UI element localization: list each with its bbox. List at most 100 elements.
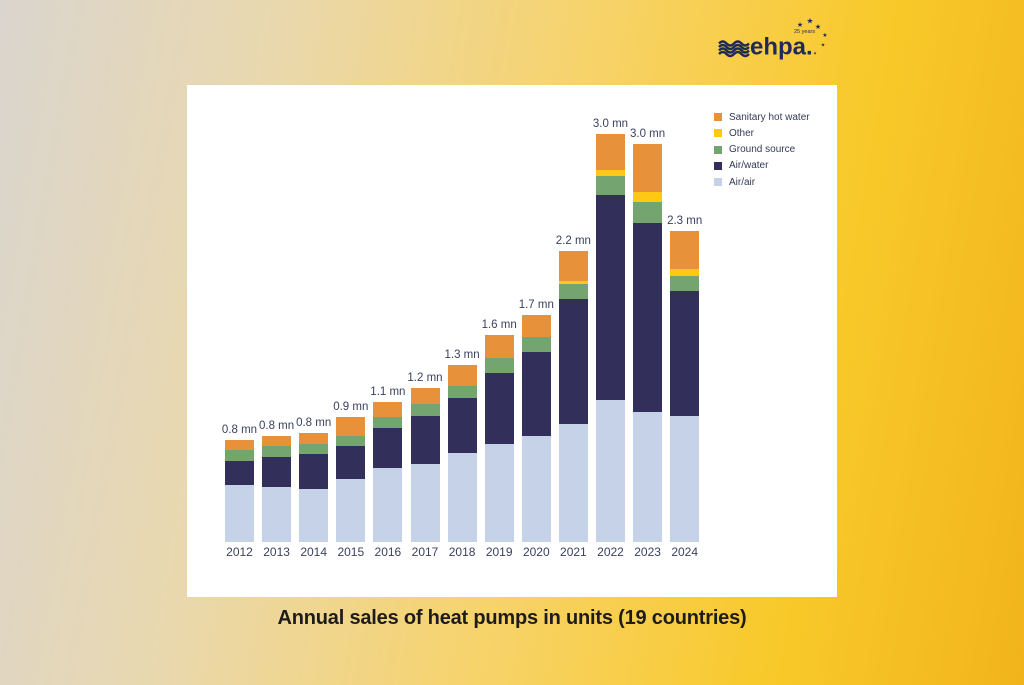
x-axis-label-2021: 2021 bbox=[560, 545, 587, 559]
bar-segment-2013-air-water bbox=[262, 456, 292, 488]
chart-legend: Sanitary hot water Other Ground source Air/… bbox=[714, 111, 810, 192]
bar-segment-2016-air-water bbox=[373, 427, 403, 468]
x-axis-label-2012: 2012 bbox=[226, 545, 253, 559]
bar-segment-2014-air-water bbox=[299, 454, 329, 489]
legend-swatch bbox=[714, 161, 722, 170]
bar-segment-2019-sanitary-hot-water bbox=[484, 334, 514, 359]
svg-text:★: ★ bbox=[813, 51, 817, 56]
svg-text:★: ★ bbox=[822, 32, 827, 39]
bar-total-label-2012: 0.8 mn bbox=[221, 423, 258, 436]
bar-segment-2021-other bbox=[558, 281, 588, 284]
bar-total-label-2022: 3.0 mn bbox=[592, 117, 629, 130]
logo-anniversary-text: 25 years bbox=[794, 29, 815, 35]
x-axis-label-2019: 2019 bbox=[485, 545, 513, 559]
bar-segment-2017-air-air bbox=[410, 463, 440, 542]
legend-item: Air/air bbox=[714, 176, 810, 188]
x-axis-label-2015: 2015 bbox=[337, 545, 365, 559]
x-axis-label-2013: 2013 bbox=[263, 545, 290, 559]
bar-segment-2020-air-water bbox=[521, 351, 551, 436]
bar-segment-2015-ground-source bbox=[336, 435, 366, 447]
bar-segment-2017-air-water bbox=[410, 415, 440, 464]
bar-segment-2024-sanitary-hot-water bbox=[670, 230, 700, 270]
bar-segment-2012-air-water bbox=[225, 460, 254, 485]
x-axis-label-2023: 2023 bbox=[634, 545, 661, 559]
bar-segment-2014-sanitary-hot-water bbox=[299, 432, 329, 444]
legend-item: Ground source bbox=[714, 144, 810, 156]
legend-swatch bbox=[714, 178, 722, 187]
svg-text:★: ★ bbox=[815, 23, 821, 31]
x-axis-label-2016: 2016 bbox=[374, 545, 402, 559]
bar-total-label-2015: 0.9 mn bbox=[333, 400, 369, 413]
bar-segment-2022-air-water bbox=[596, 194, 625, 400]
bar-segment-2015-sanitary-hot-water bbox=[336, 416, 366, 436]
bar-segment-2021-sanitary-hot-water bbox=[558, 250, 588, 282]
bar-segment-2024-air-air bbox=[670, 415, 700, 542]
x-axis-label-2018: 2018 bbox=[448, 545, 476, 559]
bar-segment-2021-air-air bbox=[558, 423, 588, 542]
bar-segment-2023-air-air bbox=[633, 411, 663, 542]
legend-label: Sanitary hot water bbox=[729, 111, 810, 123]
x-axis-label-2014: 2014 bbox=[300, 545, 328, 559]
bar-segment-2016-sanitary-hot-water bbox=[373, 402, 403, 417]
bar-segment-2020-sanitary-hot-water bbox=[521, 314, 551, 338]
bar-segment-2018-air-water bbox=[447, 398, 477, 453]
chart-panel: 0.8 mn 2012 0.8 mn 2013 0.8 mn 2014 0.9 mn 2015… bbox=[187, 85, 837, 597]
bar-total-label-2021: 2.2 mn bbox=[555, 234, 591, 247]
bar-segment-2021-air-water bbox=[558, 298, 588, 424]
bar-segment-2017-sanitary-hot-water bbox=[410, 387, 440, 404]
bar-segment-2014-ground-source bbox=[299, 443, 329, 455]
bar-segment-2022-sanitary-hot-water bbox=[596, 133, 625, 170]
logo-brand-text: ehpa. bbox=[750, 34, 813, 61]
bar-segment-2023-sanitary-hot-water bbox=[633, 144, 663, 193]
legend-item: Other bbox=[714, 127, 810, 139]
bar-segment-2013-ground-source bbox=[262, 446, 292, 457]
bar-segment-2015-air-water bbox=[336, 446, 366, 480]
bar-segment-2016-ground-source bbox=[373, 416, 403, 428]
bar-segment-2022-air-air bbox=[596, 399, 625, 542]
bar-segment-2016-air-air bbox=[373, 467, 403, 542]
legend-label: Ground source bbox=[729, 144, 796, 156]
bar-total-label-2018: 1.3 mn bbox=[444, 349, 480, 362]
waves-icon bbox=[718, 40, 750, 58]
bar-total-label-2017: 1.2 mn bbox=[407, 371, 443, 384]
bar-total-label-2024: 2.3 mn bbox=[667, 214, 703, 227]
chart-title: Annual sales of heat pumps in units (19 … bbox=[277, 607, 747, 629]
legend-swatch bbox=[714, 145, 722, 154]
bar-total-label-2014: 0.8 mn bbox=[296, 416, 332, 429]
bar-segment-2014-air-air bbox=[299, 488, 329, 542]
ehpa-logo: ehpa. 25 years ★ ★ ★ ★ ★ ★ bbox=[718, 17, 828, 61]
bar-segment-2018-sanitary-hot-water bbox=[447, 365, 477, 387]
bar-segment-2024-ground-source bbox=[670, 276, 700, 291]
bar-segment-2023-ground-source bbox=[633, 201, 663, 223]
x-axis-label-2017: 2017 bbox=[411, 545, 439, 559]
x-axis-label-2024: 2024 bbox=[671, 545, 699, 559]
bar-segment-2019-air-air bbox=[484, 443, 514, 542]
bar-segment-2020-ground-source bbox=[521, 337, 551, 352]
bar-segment-2019-air-water bbox=[484, 373, 514, 444]
bar-segment-2024-other bbox=[670, 269, 700, 276]
x-axis-label-2020: 2020 bbox=[522, 545, 550, 559]
bar-segment-2023-other bbox=[633, 192, 663, 202]
bar-segment-2019-ground-source bbox=[484, 358, 514, 374]
bar-segment-2013-air-air bbox=[262, 487, 292, 542]
bar-segment-2018-ground-source bbox=[447, 386, 477, 399]
bar-segment-2023-air-water bbox=[633, 222, 663, 412]
x-axis-label-2022: 2022 bbox=[597, 545, 624, 559]
bar-segment-2024-air-water bbox=[670, 290, 700, 416]
bar-total-label-2020: 1.7 mn bbox=[518, 298, 554, 311]
bar-segment-2022-other bbox=[596, 169, 625, 177]
bar-segment-2015-air-air bbox=[336, 479, 366, 542]
bar-segment-2013-sanitary-hot-water bbox=[262, 435, 292, 447]
bar-segment-2021-ground-source bbox=[558, 283, 588, 299]
bar-segment-2012-air-air bbox=[225, 484, 254, 542]
bar-segment-2012-ground-source bbox=[225, 450, 254, 461]
svg-text:★: ★ bbox=[806, 17, 813, 26]
svg-text:★: ★ bbox=[821, 43, 826, 49]
bar-segment-2020-air-air bbox=[521, 435, 551, 542]
svg-text:★: ★ bbox=[797, 21, 803, 29]
legend-label: Air/water bbox=[729, 160, 769, 172]
bar-segment-2012-sanitary-hot-water bbox=[225, 439, 254, 451]
bar-total-label-2019: 1.6 mn bbox=[481, 318, 517, 331]
bar-segment-2022-ground-source bbox=[596, 176, 625, 195]
